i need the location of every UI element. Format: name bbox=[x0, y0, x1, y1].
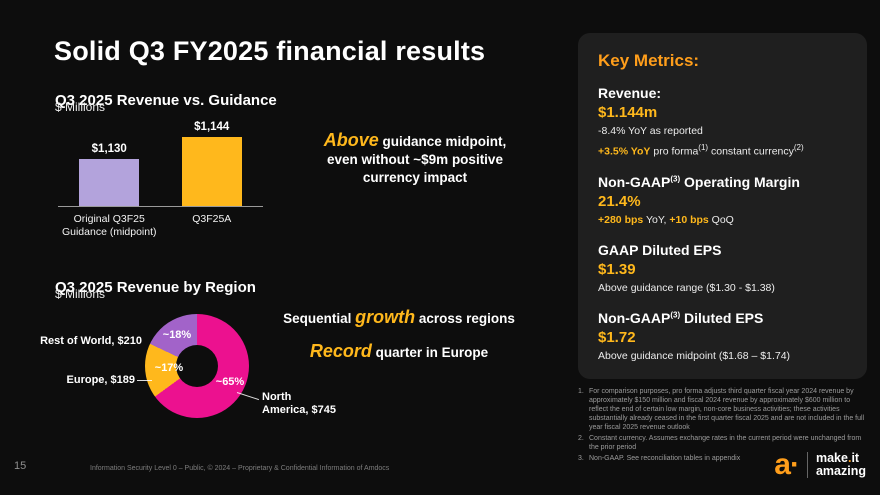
note-highlight: Record bbox=[309, 341, 372, 361]
footnote-2: 2. Constant currency. Assumes exchange r… bbox=[578, 434, 870, 452]
footnote-3: 3. Non-GAAP. See reconciliation tables i… bbox=[578, 454, 870, 463]
tagline-it: it bbox=[851, 451, 860, 465]
metric-ngaap-eps-sub: Above guidance midpoint ($1.68 – $1.74) bbox=[598, 349, 791, 362]
footnote-number: 1. bbox=[578, 388, 584, 395]
tagline-amazing: amazing bbox=[815, 464, 866, 478]
donut-pct-rest-of-world: ~18% bbox=[162, 329, 192, 341]
bar-category-actual: Q3F25A bbox=[192, 213, 232, 225]
note-highlight: growth bbox=[355, 307, 416, 327]
metric-revenue-value: $1.144m bbox=[598, 104, 658, 121]
security-classification: Information Security Level 0 – Public, ©… bbox=[90, 465, 390, 472]
metric-text: YoY, bbox=[643, 213, 670, 226]
region-note-record: Record quarter in Europe bbox=[266, 341, 532, 362]
bar-guidance bbox=[79, 159, 140, 206]
metric-text: QoQ bbox=[708, 213, 734, 226]
bar-actual bbox=[181, 137, 242, 206]
key-metrics-panel: Key Metrics: Revenue: $1.144m -8.4% YoY … bbox=[578, 33, 867, 379]
footnote-number: 2. bbox=[578, 435, 584, 442]
metric-revenue-title: Revenue: bbox=[598, 85, 662, 101]
metric-text: Diluted EPS bbox=[680, 309, 764, 326]
metric-om-title: Non-GAAP(3) Operating Margin bbox=[598, 174, 847, 190]
label-north-america: North America, $745 bbox=[262, 391, 336, 416]
callout-highlight: Above bbox=[323, 130, 379, 150]
metric-highlight: +280 bps bbox=[598, 213, 644, 226]
region-chart-unit: $ Millions bbox=[55, 287, 106, 301]
footnote-text: For comparison purposes, pro forma adjus… bbox=[589, 388, 865, 431]
guidance-chart-title: Q3 2025 Revenue vs. Guidance bbox=[55, 92, 277, 110]
footnote-text: Constant currency. Assumes exchange rate… bbox=[589, 435, 862, 451]
metric-ngaap-eps-title: Non-GAAP(3) Diluted EPS bbox=[598, 310, 847, 326]
guidance-callout: Above guidance midpoint, even without ~$… bbox=[295, 131, 535, 187]
note-text: Sequential bbox=[283, 311, 356, 326]
note-text: quarter in Europe bbox=[371, 345, 489, 360]
footnote-ref-3: (3) bbox=[670, 309, 681, 319]
tagline-dot: . bbox=[847, 451, 852, 465]
tagline-make: make bbox=[815, 451, 848, 465]
leader-line-europe bbox=[137, 380, 152, 381]
donut-pct-europe: ~17% bbox=[154, 362, 184, 374]
footnote-1: 1. For comparison purposes, pro forma ad… bbox=[578, 387, 870, 432]
bar-category-labels: Original Q3F25 Guidance (midpoint) Q3F25… bbox=[58, 213, 263, 239]
guidance-bar-chart: $1,130 $1,144 Original Q3F25 Guidance (m… bbox=[58, 114, 263, 239]
guidance-callout-line3: currency impact bbox=[362, 170, 468, 185]
page-number: 15 bbox=[14, 460, 27, 472]
metric-highlight: +3.5% YoY bbox=[598, 145, 651, 158]
callout-text: guidance midpoint, bbox=[378, 134, 507, 149]
key-metrics-heading: Key Metrics: bbox=[598, 51, 700, 70]
region-donut: ~65% ~17% ~18% bbox=[145, 314, 249, 418]
metric-revenue-sub1: -8.4% YoY as reported bbox=[598, 125, 703, 137]
metric-gaap-eps-sub: Above guidance range ($1.30 - $1.38) bbox=[598, 281, 775, 294]
amdocs-logo-mark-icon: a· bbox=[774, 448, 800, 481]
metric-revenue-sub2: +3.5% YoY pro forma(1) constant currency… bbox=[598, 141, 847, 159]
bar-column-guidance: $1,130 bbox=[58, 114, 161, 206]
footnote-text: Non-GAAP. See reconciliation tables in a… bbox=[589, 455, 741, 462]
metric-text: Operating Margin bbox=[680, 173, 800, 190]
metric-text: pro forma bbox=[650, 145, 699, 158]
guidance-callout-line1: Above guidance midpoint, bbox=[295, 131, 535, 151]
metric-highlight: +10 bps bbox=[669, 213, 709, 226]
bar-value-label: $1,144 bbox=[194, 121, 230, 133]
region-note-growth: Sequential growth across regions bbox=[266, 307, 532, 328]
label-rest-of-world: Rest of World, $210 bbox=[40, 335, 142, 347]
footnotes: 1. For comparison purposes, pro forma ad… bbox=[578, 387, 870, 465]
footnote-number: 3. bbox=[578, 455, 584, 462]
logo-divider bbox=[806, 452, 808, 478]
metric-ngaap-eps-value: $1.72 bbox=[598, 328, 636, 346]
bar-category-guidance: Original Q3F25 Guidance (midpoint) bbox=[61, 213, 157, 238]
leader-line-north-america bbox=[236, 392, 260, 401]
metric-text: Non-GAAP bbox=[598, 173, 671, 190]
metric-text: Non-GAAP bbox=[598, 309, 671, 326]
guidance-callout-line2: even without ~$9m positive bbox=[327, 152, 503, 167]
metric-om-value: 21.4% bbox=[598, 192, 641, 210]
footnote-ref-1: (1) bbox=[698, 143, 709, 152]
bar-plot-area: $1,130 $1,144 bbox=[58, 114, 263, 207]
logo-tagline: make.it amazing bbox=[816, 452, 866, 478]
bar-column-actual: $1,144 bbox=[161, 114, 264, 206]
note-text: across regions bbox=[415, 311, 515, 326]
page-title: Solid Q3 FY2025 financial results bbox=[54, 36, 486, 67]
footnote-ref-3: (3) bbox=[670, 173, 681, 183]
donut-pct-north-america: ~65% bbox=[215, 376, 245, 388]
guidance-chart-unit: $ Millions bbox=[55, 100, 106, 114]
footnote-ref-2: (2) bbox=[793, 143, 804, 152]
bar-value-label: $1,130 bbox=[91, 143, 127, 155]
region-chart-title: Q3 2025 Revenue by Region bbox=[55, 279, 256, 297]
amdocs-logo: a· make.it amazing bbox=[774, 450, 866, 480]
metric-gaap-eps-title: GAAP Diluted EPS bbox=[598, 241, 722, 258]
metric-text: constant currency bbox=[708, 145, 794, 158]
metric-gaap-eps-value: $1.39 bbox=[598, 260, 636, 278]
label-europe: Europe, $189 bbox=[66, 374, 135, 386]
metric-om-sub: +280 bps YoY, +10 bps QoQ bbox=[598, 213, 847, 227]
